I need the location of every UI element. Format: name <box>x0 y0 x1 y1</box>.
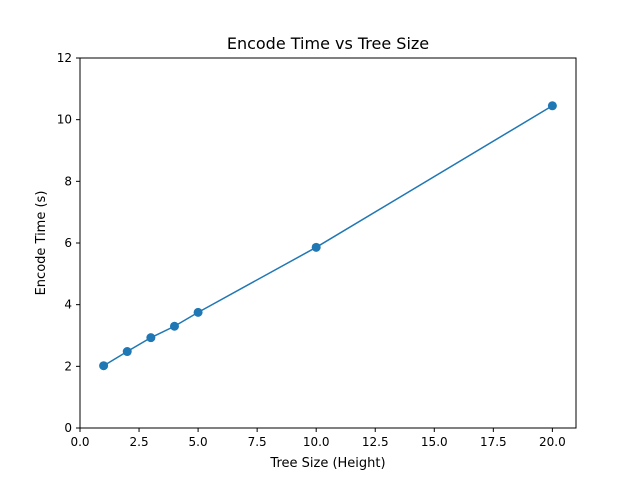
data-point <box>122 347 132 357</box>
y-tick-label: 8 <box>64 174 72 188</box>
y-axis-ticks: 0 2 4 6 8 10 12 <box>57 51 80 435</box>
x-tick-label: 15.0 <box>421 435 448 449</box>
data-point <box>99 361 109 371</box>
x-tick-label: 17.5 <box>480 435 507 449</box>
data-point <box>193 307 203 317</box>
series-layer <box>99 101 557 371</box>
y-axis-label: Encode Time (s) <box>34 191 49 296</box>
x-tick-label: 7.5 <box>248 435 267 449</box>
data-point <box>146 333 156 343</box>
data-point <box>547 101 557 111</box>
x-tick-label: 5.0 <box>189 435 208 449</box>
y-tick-label: 4 <box>64 298 72 312</box>
y-tick-label: 2 <box>64 359 72 373</box>
data-point <box>169 321 179 331</box>
y-tick-label: 6 <box>64 236 72 250</box>
x-tick-label: 20.0 <box>539 435 566 449</box>
x-axis-ticks: 0.0 2.5 5.0 7.5 10.0 12.5 15.0 17.5 20.0 <box>70 428 566 449</box>
x-tick-label: 10.0 <box>303 435 330 449</box>
x-tick-label: 0.0 <box>70 435 89 449</box>
y-tick-label: 12 <box>57 51 72 65</box>
chart-title: Encode Time vs Tree Size <box>227 34 429 53</box>
x-tick-label: 2.5 <box>130 435 149 449</box>
axes-frame <box>79 57 577 429</box>
y-tick-label: 0 <box>64 421 72 435</box>
x-tick-label: 12.5 <box>362 435 389 449</box>
y-tick-label: 10 <box>57 113 72 127</box>
x-axis-label: Tree Size (Height) <box>269 456 385 471</box>
data-point <box>311 242 321 252</box>
